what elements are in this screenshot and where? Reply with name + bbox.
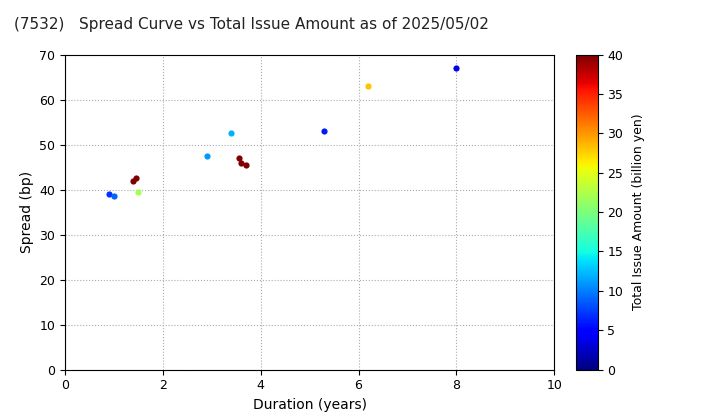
- Point: [127, 177, 139, 184]
- Y-axis label: Spread (bp): Spread (bp): [19, 171, 34, 253]
- Point: [225, 130, 237, 137]
- Point: [318, 128, 330, 134]
- Y-axis label: Total Issue Amount (billion yen): Total Issue Amount (billion yen): [631, 114, 644, 310]
- Point: [363, 83, 374, 89]
- Point: [235, 159, 247, 166]
- Point: [201, 152, 212, 159]
- Point: [130, 175, 142, 182]
- Point: [132, 189, 144, 195]
- Text: (7532)   Spread Curve vs Total Issue Amount as of 2025/05/02: (7532) Spread Curve vs Total Issue Amoun…: [14, 17, 490, 32]
- Point: [233, 155, 244, 161]
- Point: [451, 65, 462, 71]
- X-axis label: Duration (years): Duration (years): [253, 398, 366, 412]
- Point: [108, 193, 120, 199]
- Point: [103, 191, 114, 197]
- Point: [240, 161, 252, 168]
